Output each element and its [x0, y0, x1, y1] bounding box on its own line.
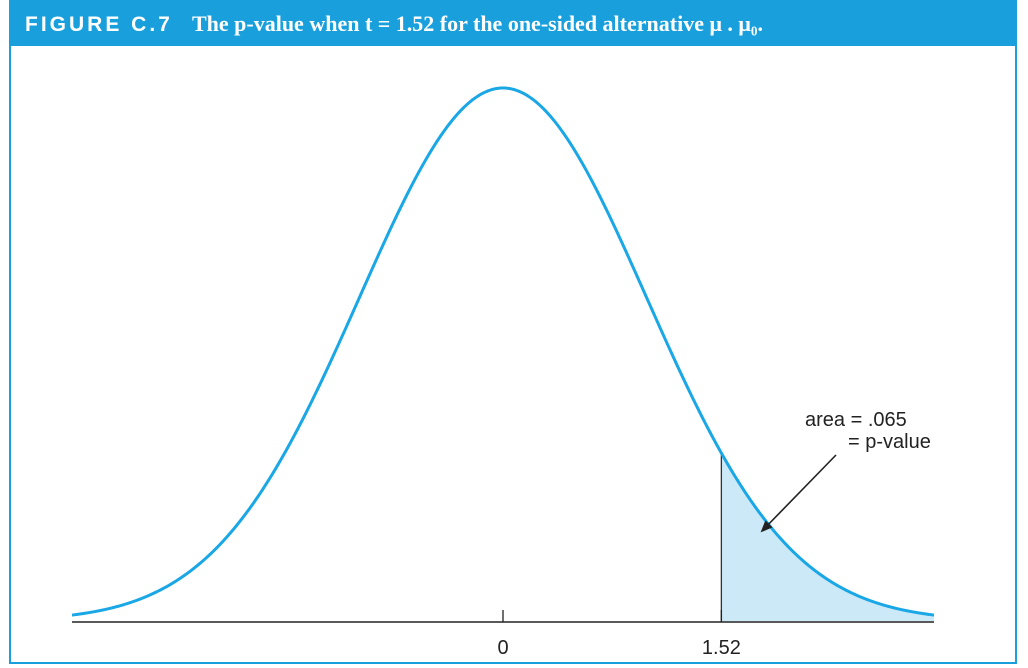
density-curve: [71, 86, 935, 617]
p-value-shaded-area: [721, 453, 934, 621]
annotation-line-1: area = .065: [805, 409, 907, 431]
annotation-arrow: [760, 454, 837, 533]
figure-label: FIGURE C.7: [25, 13, 173, 36]
figure-caption: The p-value when t = 1.52 for the one-si…: [191, 11, 764, 36]
figure-frame: FIGURE C.7 The p-value when t = 1.52 for…: [9, 0, 1017, 664]
x-axis-ticks: 0 1.52: [497, 610, 741, 659]
annotation-line-2: = p-value: [848, 431, 931, 453]
figure-caption-bar: FIGURE C.7 The p-value when t = 1.52 for…: [11, 2, 1015, 46]
x-tick-label: 0: [497, 637, 508, 659]
x-tick-label: 1.52: [702, 637, 741, 659]
